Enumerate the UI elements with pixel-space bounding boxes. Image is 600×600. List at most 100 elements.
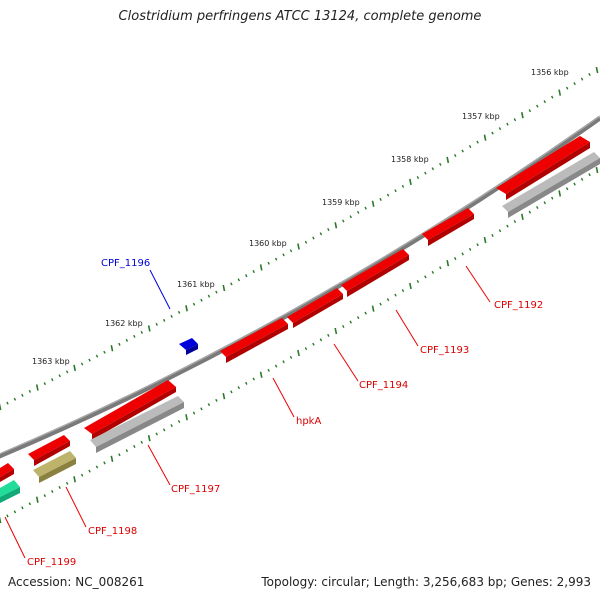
major-tick xyxy=(35,384,39,391)
blue-gene[interactable] xyxy=(149,269,198,355)
reverse-gene-4[interactable] xyxy=(0,480,20,497)
minor-tick xyxy=(21,393,24,397)
label-hpkA: hpkA xyxy=(296,416,321,427)
minor-tick xyxy=(88,358,91,362)
minor-tick xyxy=(192,302,196,306)
reverse-gene-2[interactable] xyxy=(90,396,184,447)
minor-tick xyxy=(65,370,69,374)
minor-tick xyxy=(282,253,285,257)
minor-tick xyxy=(140,330,144,334)
inner-scale-ticks xyxy=(0,166,599,524)
minor-tick xyxy=(401,289,405,293)
minor-tick xyxy=(580,77,584,81)
scale-label-1362: 1362 kbp xyxy=(105,319,143,328)
gene-CPF_1198[interactable] xyxy=(28,435,70,460)
minor-tick xyxy=(386,298,390,302)
reverse-gene-3[interactable] xyxy=(33,451,76,477)
minor-tick xyxy=(170,424,173,428)
minor-tick xyxy=(327,333,330,337)
major-tick xyxy=(558,190,562,197)
minor-tick xyxy=(394,189,397,193)
scale-label-1356: 1356 kbp xyxy=(531,68,569,77)
gene-hpkA[interactable] xyxy=(220,318,288,357)
minor-tick xyxy=(65,481,69,485)
minor-tick xyxy=(506,224,509,228)
minor-tick xyxy=(424,275,427,279)
minor-tick xyxy=(588,173,591,177)
major-tick xyxy=(297,243,300,250)
minor-tick xyxy=(162,318,166,322)
minor-tick xyxy=(80,473,84,477)
minor-tick xyxy=(312,342,315,346)
minor-tick xyxy=(461,149,464,153)
minor-tick xyxy=(379,302,382,306)
label-CPF_1194: CPF_1194 xyxy=(359,380,408,391)
minor-tick xyxy=(192,411,196,415)
reverse-gene-1[interactable] xyxy=(502,152,600,212)
minor-tick xyxy=(58,374,61,378)
minor-tick xyxy=(342,219,345,223)
minor-tick xyxy=(580,177,584,181)
minor-tick xyxy=(439,266,442,270)
minor-tick xyxy=(118,342,121,346)
minor-tick xyxy=(364,311,367,315)
minor-tick xyxy=(58,485,61,489)
minor-tick xyxy=(513,219,517,223)
label-CPF_1197: CPF_1197 xyxy=(171,484,220,495)
minor-tick xyxy=(274,364,278,368)
minor-tick xyxy=(252,270,255,274)
minor-tick xyxy=(13,397,17,401)
minor-tick xyxy=(103,350,106,354)
minor-tick xyxy=(424,171,427,175)
minor-tick xyxy=(461,252,464,256)
scale-label-1363: 1363 kbp xyxy=(32,357,70,366)
minor-tick xyxy=(468,247,472,251)
accession-text: Accession: NC_008261 xyxy=(8,575,145,589)
minor-tick xyxy=(140,440,144,444)
minor-tick xyxy=(498,229,502,233)
major-tick xyxy=(259,371,263,378)
minor-tick xyxy=(356,316,360,320)
forward-genes xyxy=(0,136,590,482)
minor-tick xyxy=(319,338,323,342)
minor-tick xyxy=(431,270,435,274)
minor-tick xyxy=(304,347,308,351)
gene-CPF_1192b[interactable] xyxy=(422,208,474,240)
major-tick xyxy=(371,200,375,207)
minor-tick xyxy=(230,282,233,286)
minor-tick xyxy=(177,419,181,423)
scale-label-1359: 1359 kbp xyxy=(322,198,360,207)
minor-tick xyxy=(349,215,352,219)
minor-tick xyxy=(506,122,509,126)
minor-tick xyxy=(51,378,54,382)
minor-tick xyxy=(550,95,554,99)
minor-tick xyxy=(133,334,136,338)
major-tick xyxy=(595,66,599,74)
gene-CPF_1197[interactable] xyxy=(84,380,176,434)
minor-tick xyxy=(431,167,435,171)
map-title: Clostridium perfringens ATCC 13124, comp… xyxy=(118,9,482,24)
minor-tick xyxy=(88,469,91,473)
minor-tick xyxy=(215,290,218,294)
minor-tick xyxy=(364,206,367,210)
minor-tick xyxy=(476,140,479,144)
minor-tick xyxy=(155,322,158,326)
minor-tick xyxy=(215,398,218,402)
gene-CPF_1199[interactable] xyxy=(0,463,14,477)
label-CPF_1196: CPF_1196 xyxy=(101,258,150,269)
major-tick xyxy=(446,259,450,267)
minor-tick xyxy=(439,162,442,166)
reverse-genes xyxy=(0,152,600,503)
gene-CPF_1192[interactable] xyxy=(496,136,590,194)
minor-tick xyxy=(6,401,9,405)
major-tick xyxy=(0,516,2,524)
gene-CPF_1193[interactable] xyxy=(341,249,409,291)
gene-CPF_1194[interactable] xyxy=(287,288,343,323)
minor-tick xyxy=(28,502,32,506)
minor-tick xyxy=(207,403,211,407)
minor-tick xyxy=(536,205,539,209)
minor-tick xyxy=(356,210,360,214)
minor-tick xyxy=(565,86,569,90)
minor-tick xyxy=(327,228,330,232)
major-tick xyxy=(110,455,114,462)
